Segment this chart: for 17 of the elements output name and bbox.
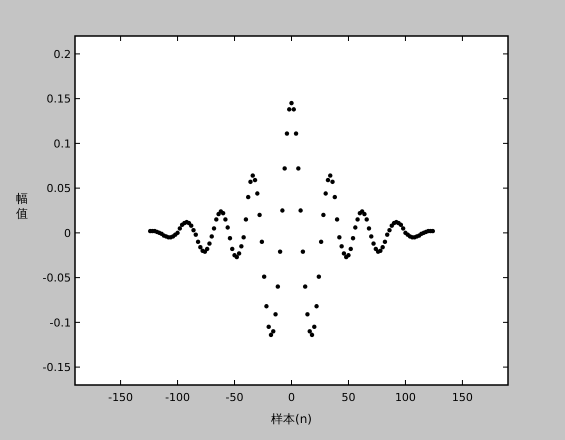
y-tick-label: 0 — [64, 226, 71, 240]
y-tick-label: 0.05 — [46, 182, 71, 196]
x-axis-title: 样本(n) — [271, 412, 312, 426]
y-tick-label: -0.1 — [50, 316, 71, 330]
y-tick-label: 0.15 — [46, 92, 71, 106]
x-tick-label: 150 — [452, 391, 473, 404]
x-tick-label: -50 — [226, 391, 244, 404]
y-tick-label: -0.05 — [42, 272, 71, 285]
y-tick-label: 0.2 — [54, 48, 71, 61]
x-tick-label: -150 — [108, 391, 134, 404]
x-tick-label: 50 — [341, 391, 356, 404]
x-tick-label: 0 — [288, 391, 295, 404]
y-axis-title: 幅值 — [16, 192, 28, 220]
x-tick-label: -100 — [165, 391, 190, 404]
x-tick-label: 100 — [394, 391, 416, 404]
y-tick-label: -0.15 — [42, 361, 71, 374]
y-tick-label: 0.1 — [54, 137, 71, 150]
